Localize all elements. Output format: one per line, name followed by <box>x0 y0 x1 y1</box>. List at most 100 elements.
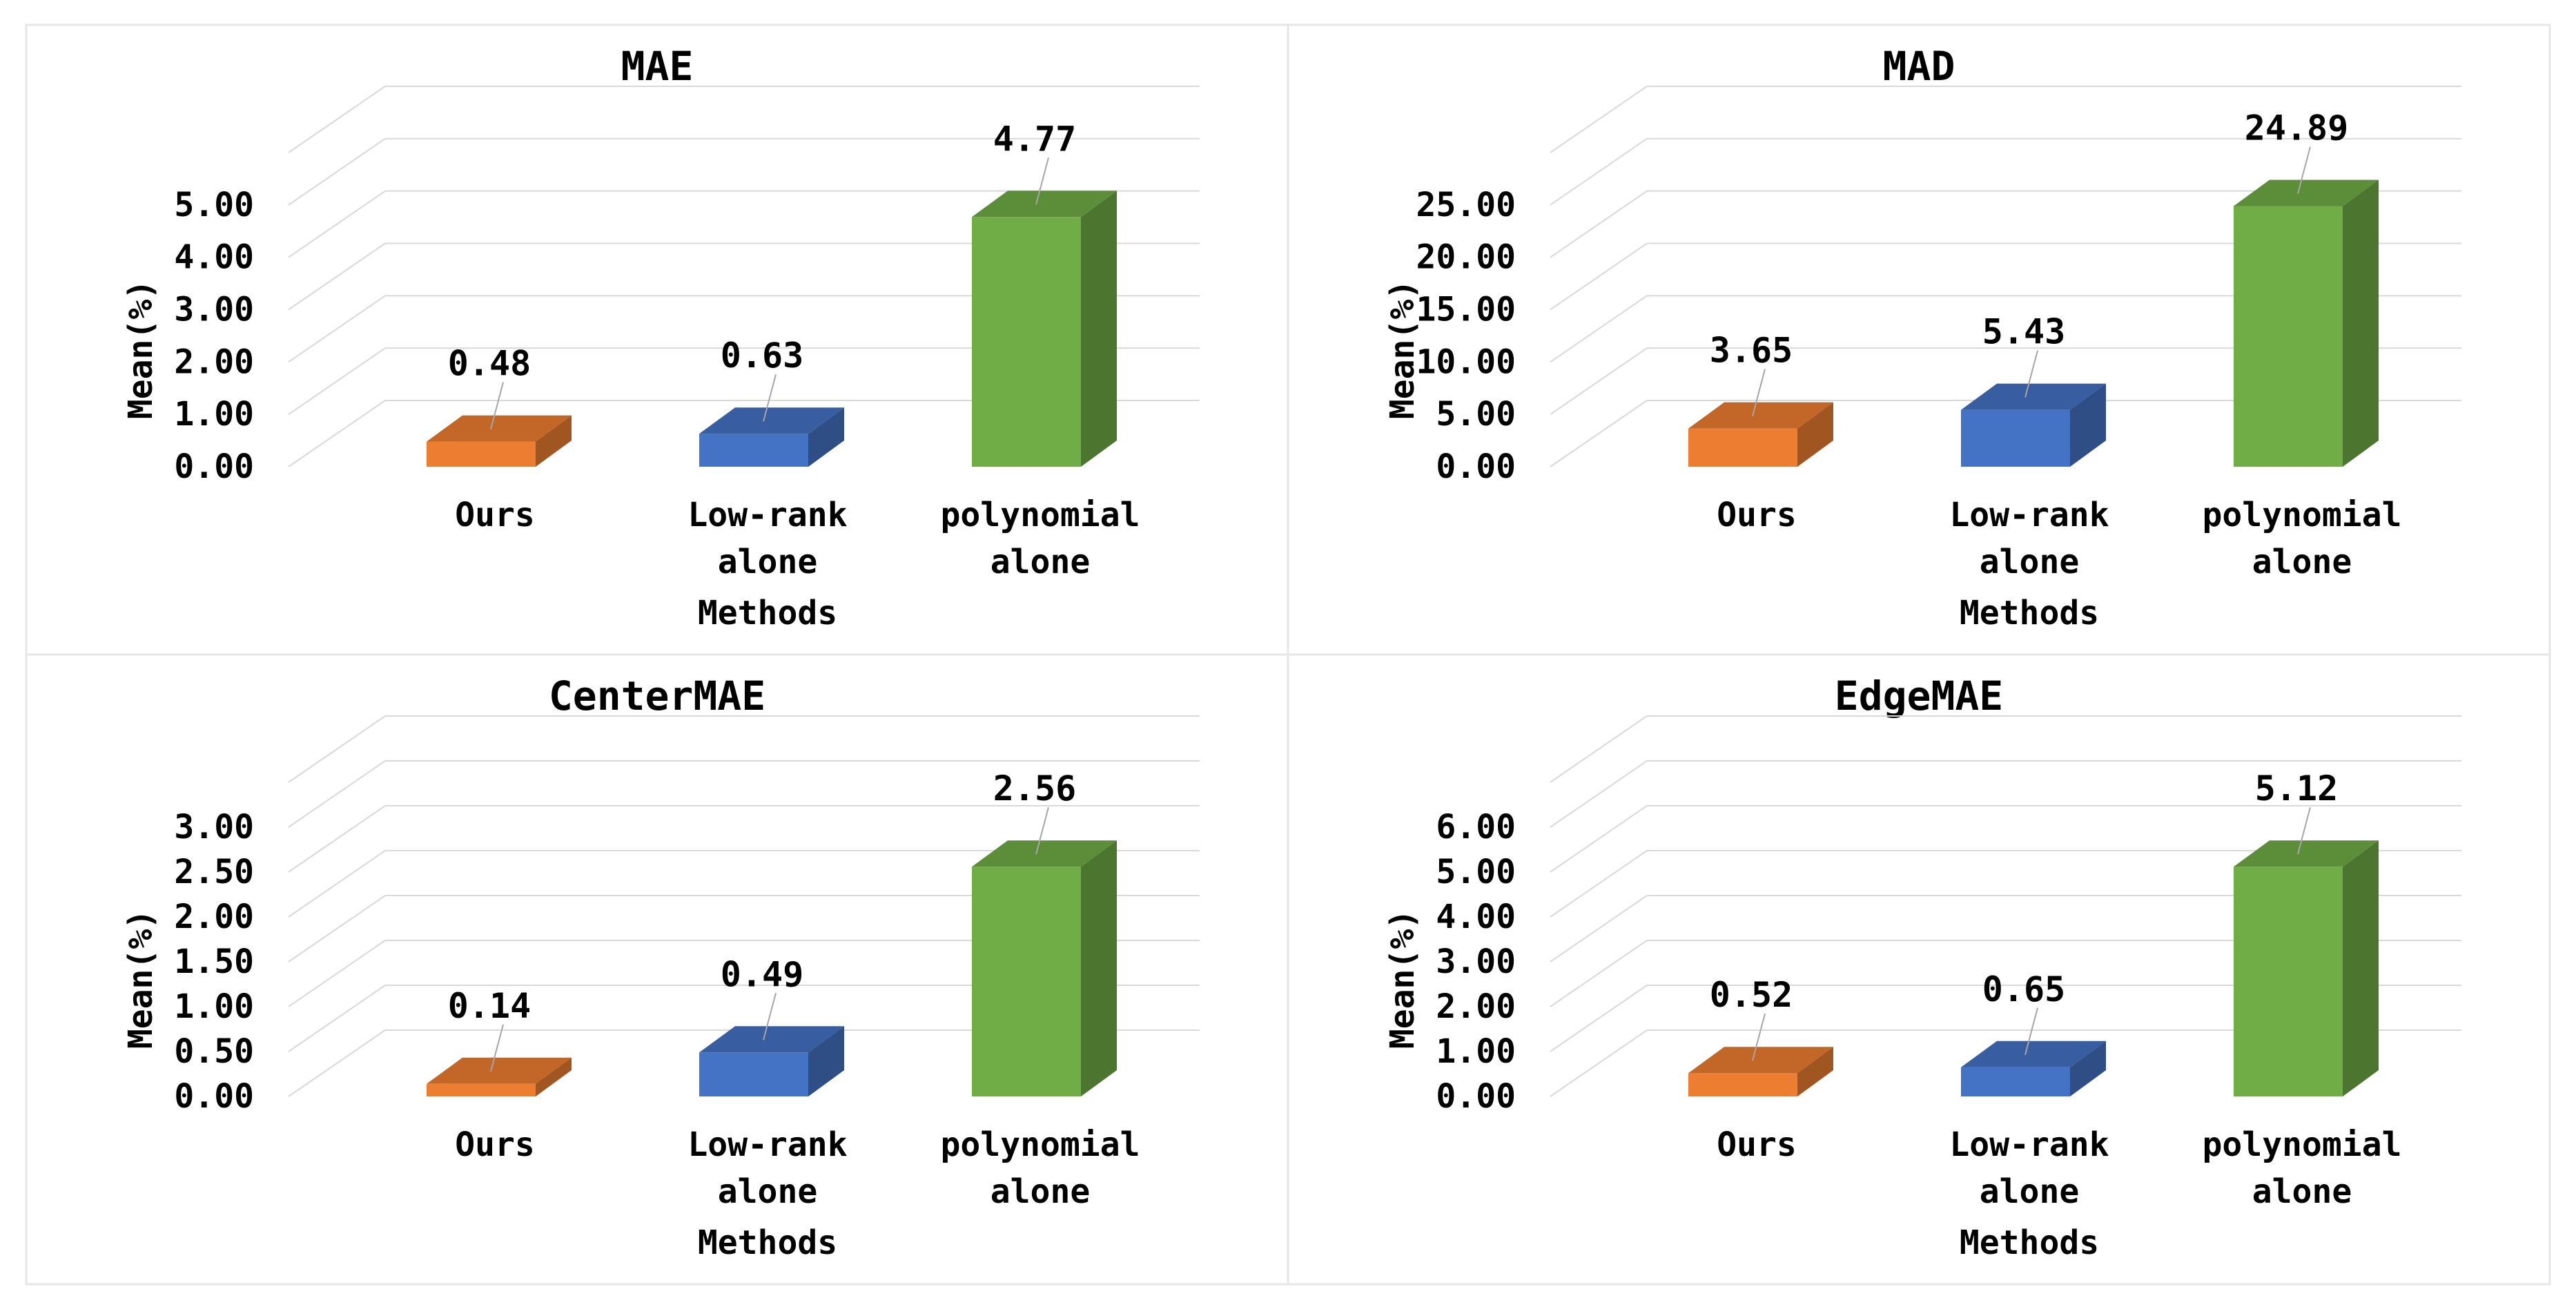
chart-title: EdgeMAE <box>1835 672 2003 719</box>
data-label: 3.65 <box>1710 331 1793 371</box>
x-category-label: alone <box>2252 543 2352 581</box>
chart-title: CenterMAE <box>549 672 765 719</box>
grid-diagonal <box>288 895 386 962</box>
bar-top-face <box>699 1026 844 1053</box>
y-tick-label: 5.00 <box>1436 853 1516 891</box>
y-tick-label: 6.00 <box>1436 808 1516 846</box>
y-tick-label: 5.00 <box>1436 395 1516 434</box>
data-label: 0.49 <box>721 954 803 994</box>
grid-diagonal <box>1550 400 1648 467</box>
grid-diagonal <box>1550 805 1648 873</box>
bar-side-face <box>1081 840 1117 1096</box>
chart-panel-1: MAE 0.00 1.00 2.00 3.00 4.00 5.00 Mean(%) 0.48 Ou… <box>25 23 1289 656</box>
y-axis-label: Mean(%) <box>121 909 160 1049</box>
chart-panel-2: MAD 0.00 5.00 10.00 15.00 20.00 25.00 Mean(%) 3.… <box>1287 23 2551 656</box>
grid-diagonal <box>288 347 386 415</box>
bar-side-face <box>2070 383 2106 467</box>
grid-diagonal <box>288 715 386 783</box>
data-label: 0.48 <box>448 344 531 384</box>
bar-side-face <box>1797 402 1833 467</box>
bar-front-face <box>427 1083 536 1096</box>
grid-diagonal <box>1550 86 1648 153</box>
x-category-label: alone <box>991 1172 1091 1211</box>
grid-diagonal <box>1550 1029 1648 1097</box>
x-axis-label: Methods <box>698 1223 837 1262</box>
y-tick-label: 3.00 <box>1436 942 1516 981</box>
data-label: 0.65 <box>1982 969 2065 1009</box>
x-category-label: polynomial <box>2203 496 2402 534</box>
bar-front-face <box>1961 409 2070 467</box>
y-tick-label: 25.00 <box>1416 186 1516 224</box>
bar-front-face <box>699 434 808 467</box>
data-label-leader <box>1752 369 1766 416</box>
data-label-leader <box>763 374 777 422</box>
bar-top-face <box>427 1057 572 1084</box>
grid-diagonal <box>1550 895 1648 962</box>
y-tick-label: 20.00 <box>1416 238 1516 277</box>
x-axis-label: Methods <box>698 594 837 632</box>
bar-top-face <box>2234 180 2379 206</box>
data-label-leader <box>2297 146 2311 194</box>
grid-diagonal <box>288 760 386 828</box>
bar-2: 0.65 <box>1961 969 2106 1096</box>
bar-side-face <box>536 415 572 467</box>
data-label: 5.43 <box>1982 312 2065 352</box>
x-category-label: alone <box>2252 1172 2352 1211</box>
grid-diagonal <box>288 805 386 873</box>
bar-1: 0.14 <box>427 986 572 1096</box>
grid-diagonal <box>1550 347 1648 415</box>
chart-title: MAD <box>1883 43 1955 90</box>
x-category-label: polynomial <box>941 1125 1140 1164</box>
data-label: 24.89 <box>2245 108 2349 148</box>
grid-diagonal <box>1550 715 1648 783</box>
x-category-label: Low-rank <box>1949 496 2109 534</box>
bar-side-face <box>536 1057 572 1096</box>
y-axis-label: Mean(%) <box>1383 280 1422 419</box>
x-category-label: alone <box>718 1172 818 1211</box>
y-tick-label: 5.00 <box>174 186 254 224</box>
x-category-label: polynomial <box>941 496 1140 534</box>
y-axis-label: Mean(%) <box>1383 909 1422 1049</box>
bar-side-face <box>1797 1047 1833 1096</box>
data-label-leader <box>2024 350 2038 398</box>
chart-title: MAE <box>621 43 694 90</box>
grid-diagonal <box>1550 242 1648 311</box>
y-tick-label: 4.00 <box>1436 898 1516 936</box>
bar-2: 5.43 <box>1961 312 2106 467</box>
x-category-label: alone <box>718 543 818 581</box>
bar-1: 0.48 <box>427 344 572 467</box>
data-label-leader <box>2297 806 2311 855</box>
grid-diagonal <box>1550 138 1648 206</box>
bar-front-face <box>972 867 1081 1096</box>
bar-side-face <box>808 407 844 467</box>
grid-diagonal <box>288 138 386 206</box>
data-label-leader <box>2024 1007 2038 1056</box>
data-label: 4.77 <box>993 119 1076 159</box>
bar-1: 3.65 <box>1688 331 1833 467</box>
y-tick-label: 0.00 <box>174 1077 254 1116</box>
grid-diagonal <box>288 295 386 363</box>
y-tick-label: 2.00 <box>174 898 254 936</box>
data-label-leader <box>490 1024 504 1072</box>
bar-3: 2.56 <box>972 768 1117 1096</box>
x-category-label: alone <box>991 543 1091 581</box>
bar-front-face <box>1688 428 1797 467</box>
grid-diagonal <box>288 1029 386 1097</box>
grid-diagonal <box>1550 295 1648 363</box>
bar-2: 0.63 <box>699 336 844 467</box>
x-axis-label: Methods <box>1960 1223 2099 1262</box>
grid-diagonal <box>1550 940 1648 1007</box>
data-label-leader <box>490 382 504 429</box>
grid-diagonal <box>288 400 386 467</box>
grid-diagonal <box>288 86 386 153</box>
data-label: 0.14 <box>448 986 531 1026</box>
grid-diagonal <box>1550 985 1648 1052</box>
y-tick-label: 0.00 <box>1436 447 1516 486</box>
data-label: 2.56 <box>993 768 1076 809</box>
y-tick-label: 15.00 <box>1416 291 1516 329</box>
bar-3: 24.89 <box>2234 108 2379 467</box>
y-tick-label: 4.00 <box>174 238 254 277</box>
chart-panel-4: EdgeMAE 0.00 1.00 2.00 3.00 4.00 5.00 6.00 Mean(… <box>1287 653 2551 1286</box>
grid-diagonal <box>288 850 386 918</box>
